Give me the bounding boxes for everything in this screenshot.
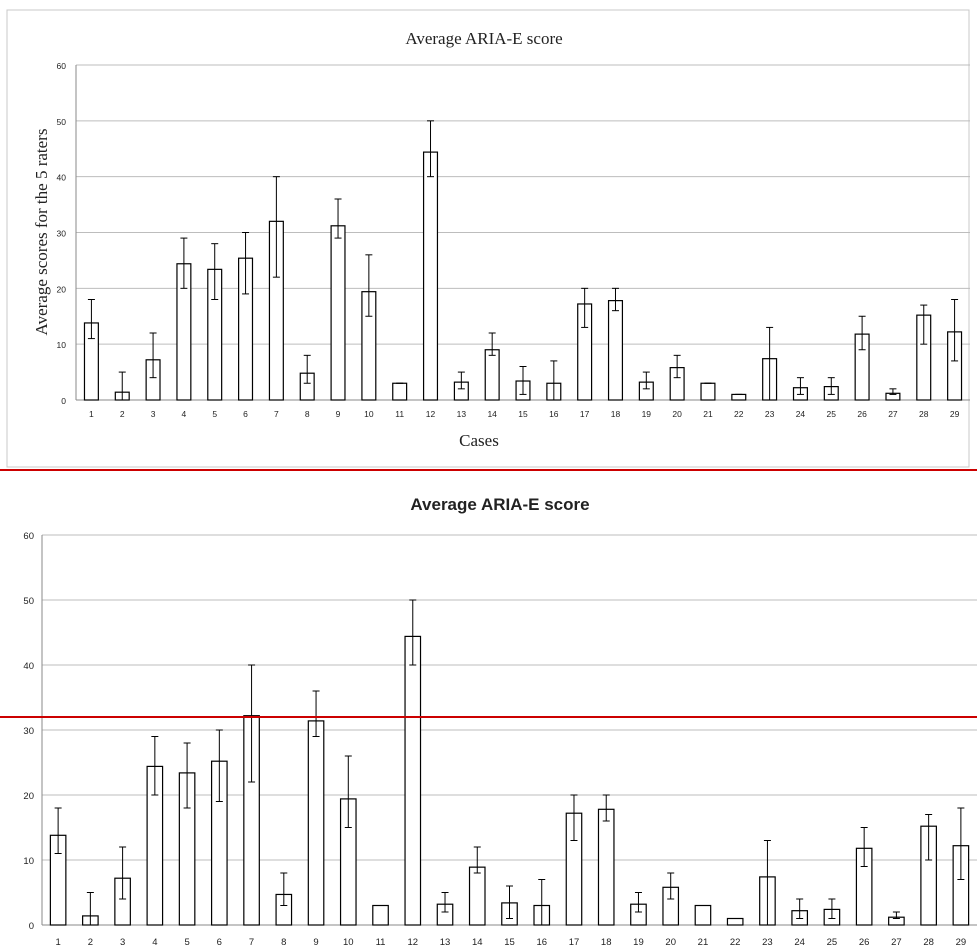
y-tick-label: 10	[23, 856, 34, 867]
x-tick-label: 19	[633, 937, 644, 948]
y-tick-label: 40	[57, 173, 67, 183]
y-tick-label: 60	[57, 61, 67, 71]
x-tick-label: 29	[950, 409, 960, 419]
bar-case-21	[694, 904, 712, 926]
bar-case-22	[731, 393, 747, 401]
bar-case-12	[422, 151, 439, 401]
x-tick-label: 22	[730, 937, 741, 948]
y-tick-label: 20	[23, 791, 34, 802]
x-tick-label: 5	[184, 937, 189, 948]
x-tick-label: 25	[827, 409, 837, 419]
y-tick-label: 40	[23, 661, 34, 672]
bar-case-14	[468, 866, 486, 926]
x-tick-label: 8	[305, 409, 310, 419]
x-tick-label: 12	[407, 937, 418, 948]
x-tick-label: 19	[642, 409, 652, 419]
x-tick-label: 10	[343, 937, 354, 948]
x-tick-label: 28	[919, 409, 929, 419]
bar-case-22	[726, 917, 744, 926]
y-tick-label: 20	[57, 284, 67, 294]
top-x-axis-label: Cases	[459, 431, 499, 450]
x-tick-label: 26	[859, 937, 870, 948]
bar-case-14	[484, 349, 500, 401]
x-tick-label: 23	[762, 937, 773, 948]
x-tick-label: 13	[440, 937, 451, 948]
top-chart-frame	[6, 9, 970, 468]
y-tick-label: 0	[61, 396, 66, 406]
bar-case-9	[330, 225, 346, 401]
x-tick-label: 22	[734, 409, 744, 419]
x-tick-label: 27	[888, 409, 898, 419]
x-tick-label: 29	[956, 937, 967, 948]
y-tick-label: 0	[29, 921, 34, 932]
x-tick-label: 10	[364, 409, 374, 419]
x-tick-label: 28	[923, 937, 934, 948]
x-tick-label: 3	[120, 937, 125, 948]
x-tick-label: 18	[601, 937, 612, 948]
bottom-chart-title: Average ARIA-E score	[410, 495, 589, 514]
x-tick-label: 26	[857, 409, 867, 419]
x-tick-label: 9	[313, 937, 318, 948]
x-tick-label: 3	[151, 409, 156, 419]
x-tick-label: 14	[487, 409, 497, 419]
x-tick-label: 27	[891, 937, 902, 948]
x-tick-label: 16	[536, 937, 547, 948]
x-tick-label: 7	[249, 937, 254, 948]
x-tick-label: 20	[672, 409, 682, 419]
x-tick-label: 17	[569, 937, 580, 948]
x-tick-label: 16	[549, 409, 559, 419]
x-tick-label: 7	[274, 409, 279, 419]
x-tick-label: 13	[457, 409, 467, 419]
y-tick-label: 30	[57, 229, 67, 239]
x-tick-label: 23	[765, 409, 775, 419]
y-tick-label: 50	[57, 117, 67, 127]
x-tick-label: 14	[472, 937, 483, 948]
x-tick-label: 18	[611, 409, 621, 419]
x-tick-label: 2	[120, 409, 125, 419]
x-tick-label: 24	[796, 409, 806, 419]
x-tick-label: 24	[794, 937, 805, 948]
x-tick-label: 25	[827, 937, 838, 948]
bar-case-11	[392, 382, 408, 401]
x-tick-label: 9	[336, 409, 341, 419]
x-tick-label: 2	[88, 937, 93, 948]
x-tick-label: 20	[665, 937, 676, 948]
top-y-axis-label: Average scores for the 5 raters	[32, 129, 51, 336]
y-tick-label: 50	[23, 596, 34, 607]
x-tick-label: 4	[152, 937, 157, 948]
x-tick-label: 21	[703, 409, 713, 419]
x-tick-label: 6	[243, 409, 248, 419]
y-tick-label: 10	[57, 340, 67, 350]
x-tick-label: 15	[518, 409, 528, 419]
x-tick-label: 15	[504, 937, 515, 948]
x-tick-label: 8	[281, 937, 286, 948]
bar-case-12	[404, 635, 422, 926]
x-tick-label: 21	[698, 937, 709, 948]
x-tick-label: 6	[217, 937, 222, 948]
top-chart-title: Average ARIA-E score	[405, 29, 562, 48]
x-tick-label: 12	[426, 409, 436, 419]
x-tick-label: 11	[376, 937, 386, 948]
bar-case-18	[607, 300, 624, 401]
bar-case-18	[597, 808, 615, 926]
bar-case-21	[700, 382, 716, 401]
x-tick-label: 5	[212, 409, 217, 419]
bar-case-9	[307, 720, 325, 926]
x-tick-label: 1	[55, 937, 60, 948]
x-tick-label: 4	[182, 409, 187, 419]
y-tick-label: 60	[23, 531, 34, 542]
x-tick-label: 1	[89, 409, 94, 419]
bar-case-11	[372, 904, 389, 926]
x-tick-label: 11	[395, 409, 404, 419]
y-tick-label: 30	[23, 726, 34, 737]
x-tick-label: 17	[580, 409, 590, 419]
